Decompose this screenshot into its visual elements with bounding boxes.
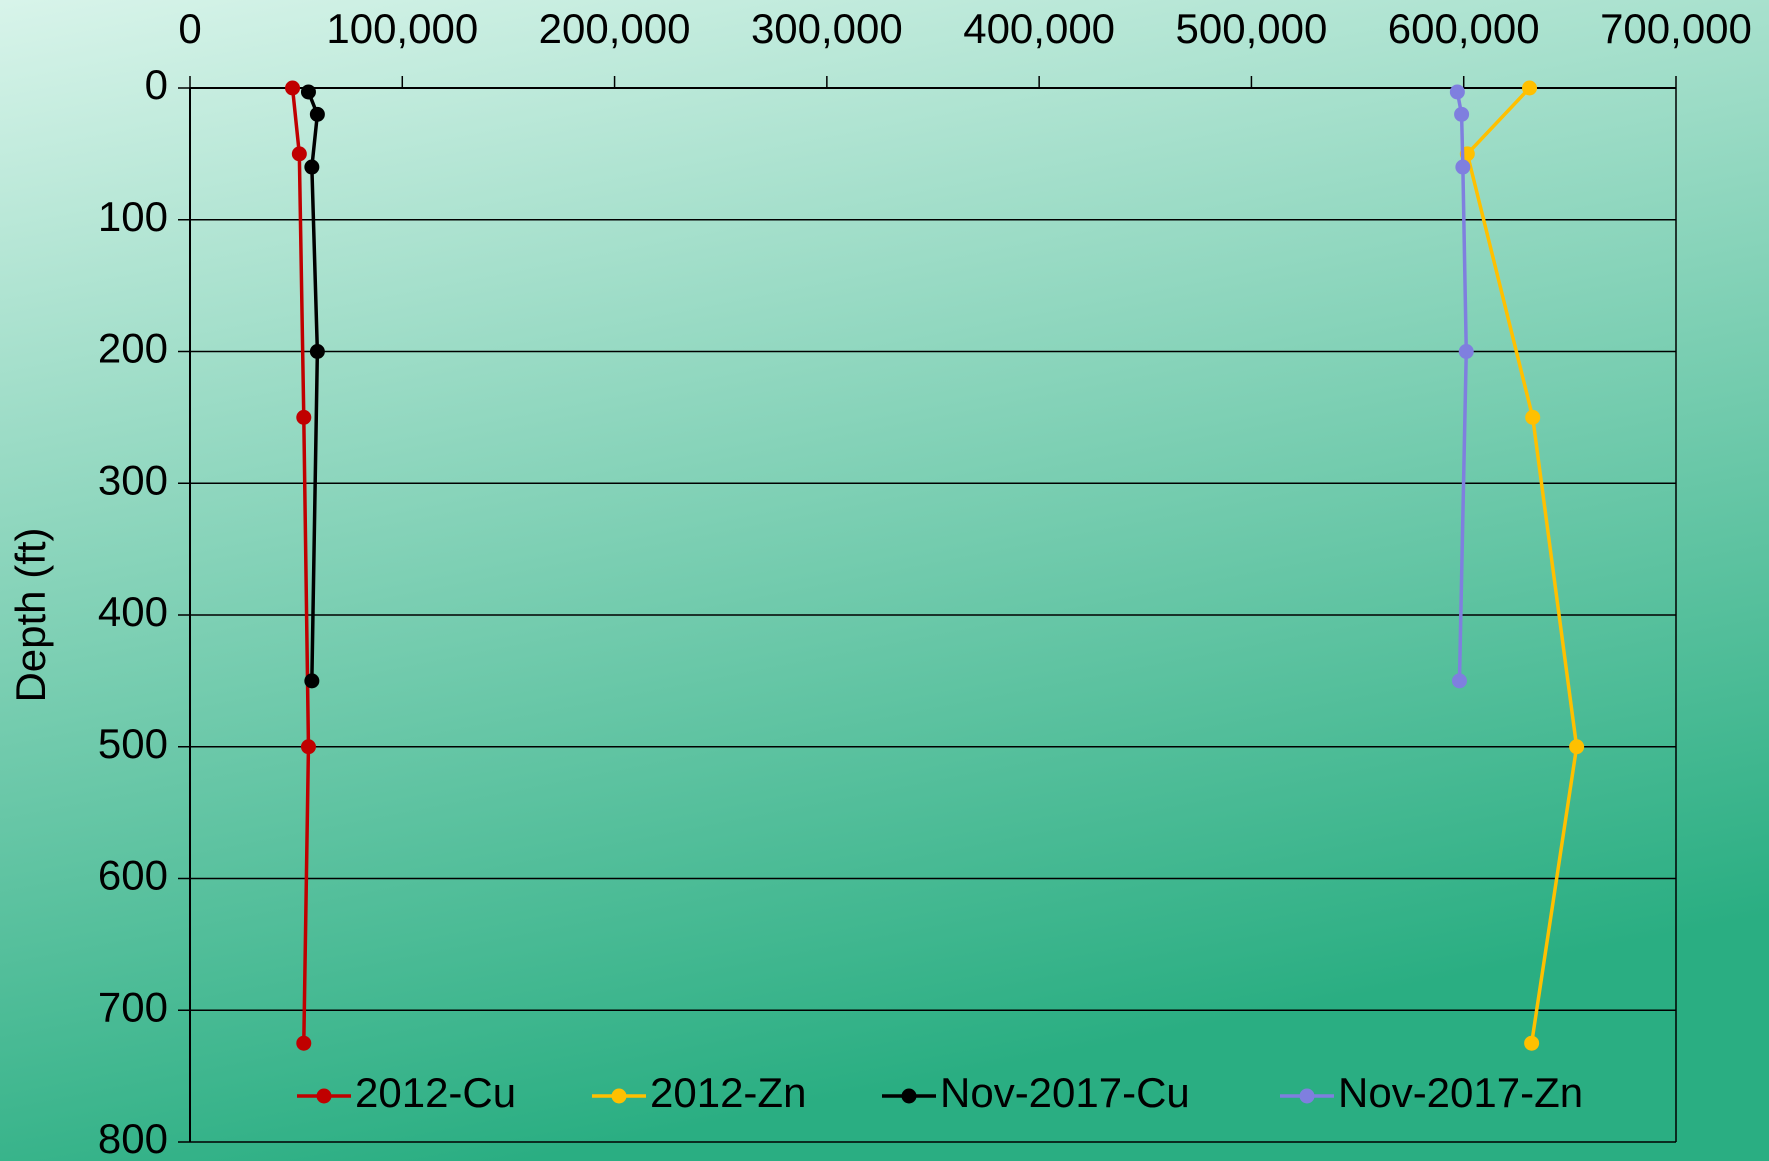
legend-label: 2012-Cu — [355, 1069, 516, 1116]
y-axis-title: Depth (ft) — [7, 527, 54, 702]
data-point — [296, 1035, 312, 1051]
y-tick-label: 500 — [98, 720, 168, 767]
legend-label: Nov-2017-Zn — [1338, 1069, 1583, 1116]
legend-label: 2012-Zn — [650, 1069, 806, 1116]
x-tick-label: 0 — [178, 5, 201, 52]
data-point — [1524, 1035, 1540, 1051]
data-point — [304, 673, 320, 689]
legend-marker — [1299, 1088, 1315, 1104]
y-tick-label: 200 — [98, 325, 168, 372]
x-tick-label: 200,000 — [539, 5, 691, 52]
x-tick-label: 700,000 — [1600, 5, 1752, 52]
data-point — [285, 80, 301, 96]
legend-marker — [901, 1088, 917, 1104]
y-tick-label: 600 — [98, 852, 168, 899]
legend-marker — [611, 1088, 627, 1104]
legend-label: Nov-2017-Cu — [940, 1069, 1190, 1116]
x-tick-label: 100,000 — [326, 5, 478, 52]
data-point — [300, 84, 316, 100]
data-point — [1522, 80, 1538, 96]
y-tick-label: 700 — [98, 983, 168, 1030]
y-tick-label: 0 — [145, 61, 168, 108]
data-point — [309, 106, 325, 122]
data-point — [296, 409, 312, 425]
data-point — [304, 159, 320, 175]
data-point — [1454, 106, 1470, 122]
x-tick-label: 400,000 — [963, 5, 1115, 52]
y-tick-label: 800 — [98, 1115, 168, 1161]
y-tick-label: 100 — [98, 193, 168, 240]
data-point — [1525, 409, 1541, 425]
data-point — [1458, 344, 1474, 359]
data-point — [309, 344, 325, 359]
data-point — [1451, 673, 1467, 689]
data-point — [1455, 159, 1471, 175]
y-tick-label: 400 — [98, 588, 168, 635]
x-tick-label: 500,000 — [1176, 5, 1328, 52]
data-point — [1569, 739, 1585, 755]
x-tick-label: 300,000 — [751, 5, 903, 52]
y-tick-label: 300 — [98, 456, 168, 503]
data-point — [300, 739, 316, 755]
data-point — [291, 146, 307, 162]
x-tick-label: 600,000 — [1388, 5, 1540, 52]
data-point — [1449, 84, 1465, 100]
legend-marker — [316, 1088, 332, 1104]
